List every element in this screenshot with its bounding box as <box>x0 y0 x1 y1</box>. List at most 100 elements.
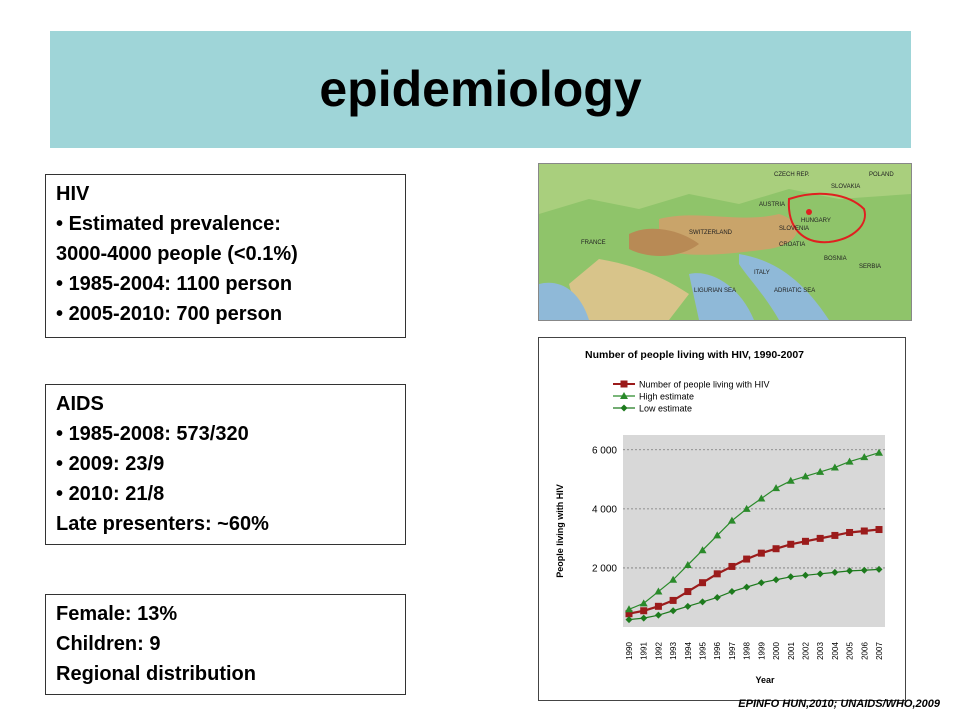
point-s2-16 <box>860 566 868 574</box>
map-label-8: ITALY <box>754 270 770 276</box>
aids-heading: AIDS <box>56 393 104 415</box>
point-s0-11 <box>787 540 795 548</box>
x-tick-label-2004: 2004 <box>831 642 840 660</box>
aids-item-1: 1985-2008: 573/320 <box>56 419 395 449</box>
legend-label-0: Number of people living with HIV <box>639 380 770 390</box>
point-s0-10 <box>772 545 780 553</box>
point-s1-17 <box>875 448 883 456</box>
legend-marker-2 <box>620 404 628 412</box>
point-s1-12 <box>801 472 810 480</box>
point-s1-6 <box>713 531 722 539</box>
hiv-period-1: 1985-2004: 1100 person <box>56 269 395 299</box>
point-s1-13 <box>816 467 825 475</box>
x-tick-label-2003: 2003 <box>816 642 825 660</box>
europe-map: CZECH REP. SLOVAKIA AUSTRIA HUNGARY FRAN… <box>538 163 912 321</box>
late-presenters: Late presenters: ~60% <box>56 513 269 535</box>
hiv-period-2: 2005-2010: 700 person <box>56 299 395 329</box>
plot-area <box>623 435 885 627</box>
point-s0-7 <box>728 562 736 570</box>
point-s0-12 <box>801 537 809 545</box>
regional-distribution: Regional distribution <box>56 663 256 685</box>
y-axis-label: People living with HIV <box>555 484 565 578</box>
chart-title: Number of people living with HIV, 1990-2… <box>585 349 804 361</box>
x-axis-label: Year <box>755 675 775 685</box>
point-s2-8 <box>743 583 751 591</box>
point-s1-3 <box>669 575 678 583</box>
point-s1-14 <box>830 463 839 471</box>
point-s0-1 <box>640 607 648 615</box>
map-label-7: CROATIA <box>779 242 805 248</box>
x-tick-label-2002: 2002 <box>801 642 810 660</box>
point-s1-0 <box>625 605 633 613</box>
x-tick-label-1997: 1997 <box>728 642 737 660</box>
point-s0-0 <box>625 610 633 618</box>
hiv-prevalence-value: 3000-4000 people (<0.1%) <box>56 243 298 265</box>
legend-label-1: High estimate <box>639 392 694 402</box>
point-s1-15 <box>845 457 854 465</box>
aids-item-2: 2009: 23/9 <box>56 449 395 479</box>
point-s2-15 <box>846 567 854 575</box>
slide-title: epidemiology <box>319 61 642 117</box>
hiv-chart: Number of people living with HIV, 1990-2… <box>538 337 906 701</box>
x-tick-label-2006: 2006 <box>860 642 869 660</box>
point-s1-4 <box>683 560 692 568</box>
point-s2-13 <box>816 570 824 578</box>
point-s2-6 <box>713 593 721 601</box>
point-s2-17 <box>875 565 883 573</box>
x-tick-label-1991: 1991 <box>640 642 649 660</box>
hiv-prevalence-item: Estimated prevalence: <box>56 209 395 239</box>
point-s2-9 <box>757 579 765 587</box>
map-label-6: SLOVENIA <box>779 226 809 232</box>
map-label-13: ADRIATIC SEA <box>774 288 815 294</box>
map-label-5: SWITZERLAND <box>689 230 733 236</box>
x-tick-label-1992: 1992 <box>654 642 663 660</box>
point-s1-8 <box>742 504 751 512</box>
hiv-box: HIV Estimated prevalence: 3000-4000 peop… <box>45 174 406 338</box>
point-s1-11 <box>786 476 795 484</box>
aids-item-3: 2010: 21/8 <box>56 479 395 509</box>
point-s1-7 <box>727 516 736 524</box>
x-tick-label-1994: 1994 <box>684 642 693 660</box>
point-s2-12 <box>801 571 809 579</box>
point-s1-16 <box>860 453 869 461</box>
x-tick-label-2001: 2001 <box>787 642 796 660</box>
point-s0-3 <box>669 596 677 604</box>
source-citation: EPINFO HUN,2010; UNAIDS/WHO,2009 <box>738 698 940 710</box>
point-s0-17 <box>875 526 883 534</box>
point-s2-1 <box>640 614 648 622</box>
y-tick-label-6000: 6 000 <box>592 445 617 456</box>
x-tick-label-1995: 1995 <box>699 642 708 660</box>
chart-svg: Number of people living with HIV, 1990-2… <box>555 349 885 685</box>
point-s0-13 <box>816 534 824 542</box>
point-s0-15 <box>846 528 854 536</box>
x-tick-label-1990: 1990 <box>625 642 634 660</box>
point-s0-2 <box>654 602 662 610</box>
point-s1-1 <box>639 599 648 607</box>
aids-box: AIDS 1985-2008: 573/320 2009: 23/9 2010:… <box>45 384 406 545</box>
point-s0-14 <box>831 531 839 539</box>
map-label-2: AUSTRIA <box>759 202 785 208</box>
point-s2-11 <box>787 573 795 581</box>
demographics-box: Female: 13% Children: 9 Regional distrib… <box>45 594 406 695</box>
point-s1-5 <box>698 546 707 554</box>
children-count: Children: 9 <box>56 633 161 655</box>
point-s0-5 <box>699 579 707 587</box>
x-tick-label-2000: 2000 <box>772 642 781 660</box>
point-s1-9 <box>757 494 766 502</box>
point-s2-10 <box>772 576 780 584</box>
legend-marker-1 <box>620 392 628 399</box>
legend-marker-0 <box>620 380 628 388</box>
map-label-9: SERBIA <box>859 264 881 270</box>
point-s0-8 <box>743 555 751 563</box>
map-label-1: SLOVAKIA <box>831 184 860 190</box>
legend-label-2: Low estimate <box>639 404 692 414</box>
point-s2-5 <box>699 598 707 606</box>
female-share: Female: 13% <box>56 603 178 625</box>
hiv-heading: HIV <box>56 183 90 205</box>
point-s2-3 <box>669 607 677 615</box>
point-s2-14 <box>831 568 839 576</box>
point-s0-9 <box>757 549 765 557</box>
map-label-12: LIGURIAN SEA <box>694 288 736 294</box>
point-s2-7 <box>728 588 736 596</box>
point-s2-0 <box>625 616 633 624</box>
